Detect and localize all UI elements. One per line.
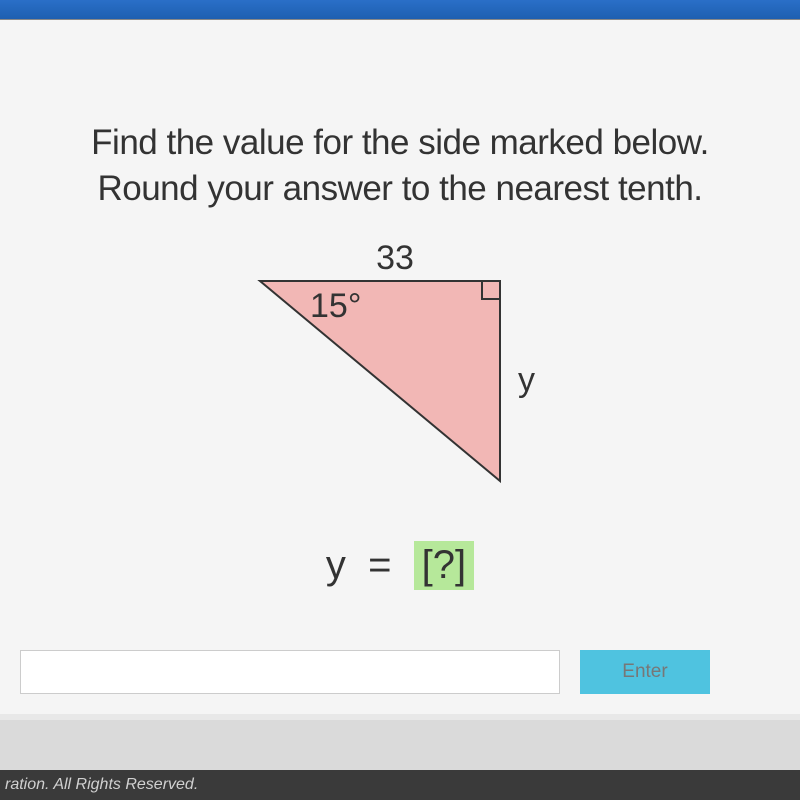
input-row: Enter [0, 620, 800, 714]
right-side-label: y [518, 361, 535, 399]
answer-placeholder-value: ? [433, 543, 455, 587]
question-text: Find the value for the side marked below… [0, 20, 800, 221]
answer-input[interactable] [20, 650, 560, 694]
equation-lhs: y [326, 543, 346, 587]
answer-placeholder-box: [?] [414, 541, 475, 590]
enter-button[interactable]: Enter [580, 650, 710, 694]
question-line2: Round your answer to the nearest tenth. [97, 169, 702, 208]
footer-copyright: ration. All Rights Reserved. [0, 770, 800, 800]
equation-eq: = [368, 543, 391, 587]
title-bar [0, 0, 800, 20]
triangle-svg: 33 15° y [240, 231, 560, 501]
content-panel: Find the value for the side marked below… [0, 20, 800, 714]
triangle-figure: 33 15° y [0, 221, 800, 521]
question-line1: Find the value for the side marked below… [91, 123, 709, 162]
angle-label: 15° [310, 287, 361, 325]
triangle-shape [260, 281, 500, 481]
equation: y = [?] [0, 521, 800, 620]
top-side-label: 33 [376, 239, 414, 277]
